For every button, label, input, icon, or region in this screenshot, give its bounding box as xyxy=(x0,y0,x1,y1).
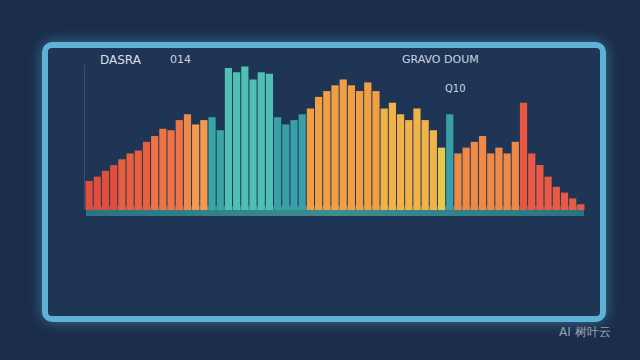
svg-text:DASRA: DASRA xyxy=(100,53,142,67)
svg-text:Q10: Q10 xyxy=(445,83,466,94)
svg-text:AI 树叶云: AI 树叶云 xyxy=(559,325,611,339)
svg-text:GRAVO DOUM: GRAVO DOUM xyxy=(402,53,479,66)
svg-text:014: 014 xyxy=(170,53,191,66)
